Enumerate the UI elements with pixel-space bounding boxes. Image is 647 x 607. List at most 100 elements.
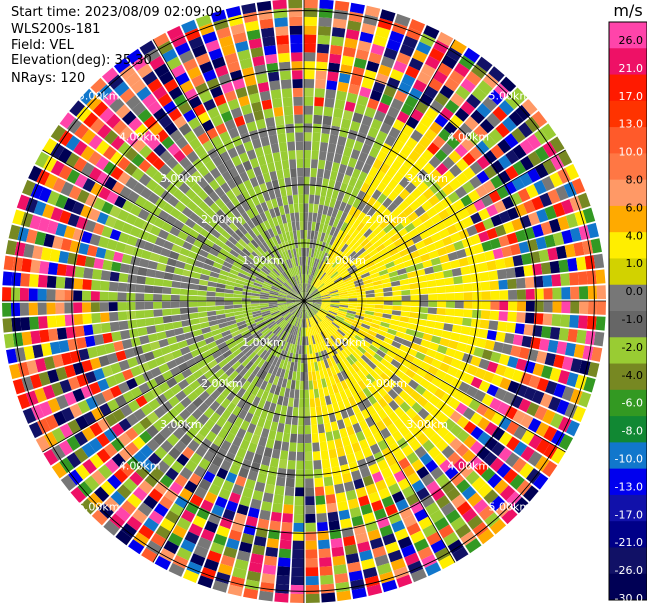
range-gate-cell — [316, 213, 322, 223]
range-gate-cell — [454, 186, 468, 199]
range-gate-cell — [348, 176, 358, 188]
range-gate-cell — [313, 248, 318, 259]
range-gate-cell — [375, 333, 386, 341]
range-gate-cell — [347, 157, 358, 169]
range-gate-cell — [316, 168, 325, 179]
range-gate-cell — [527, 211, 541, 226]
range-gate-cell — [570, 286, 580, 300]
range-gate-cell — [502, 391, 515, 405]
range-gate-cell — [573, 241, 585, 257]
range-gate-cell — [342, 109, 354, 121]
colorbar-unit: m/s — [613, 1, 642, 20]
colorbar-tick-label: -2.0 — [622, 341, 643, 354]
range-gate-cell — [438, 128, 452, 142]
range-gate-cell — [380, 93, 394, 106]
range-gate-cell — [314, 279, 321, 288]
range-gate-cell — [462, 373, 475, 385]
range-gate-cell — [360, 323, 371, 330]
range-gate-cell — [412, 49, 428, 63]
range-gate-cell — [326, 80, 338, 91]
range-gate-cell — [541, 326, 552, 339]
range-gate-cell — [446, 135, 461, 150]
range-gate-cell — [333, 276, 343, 284]
range-gate-cell — [356, 262, 366, 270]
range-gate-cell — [486, 260, 497, 271]
range-gate-cell — [507, 311, 517, 322]
range-gate-cell — [441, 235, 453, 247]
range-gate-cell — [476, 56, 493, 73]
range-gate-cell — [517, 122, 533, 138]
range-gate-cell — [409, 342, 421, 351]
range-gate-cell — [484, 250, 495, 262]
range-gate-cell — [372, 35, 388, 48]
range-gate-cell — [347, 250, 357, 260]
range-gate-cell — [510, 345, 522, 358]
range-gate-cell — [521, 252, 532, 265]
range-gate-cell — [366, 185, 376, 197]
colorbar-tick-label: 21.0 — [619, 62, 644, 75]
range-gate-cell — [501, 196, 515, 210]
range-gate-cell — [328, 256, 336, 265]
colorbar-tick-label: -30.0 — [615, 592, 643, 605]
range-gate-cell — [427, 225, 439, 236]
range-gate-cell — [524, 360, 536, 374]
range-gate-cell — [336, 172, 345, 183]
range-gate-cell — [304, 114, 313, 124]
range-gate-cell — [414, 240, 426, 250]
range-gate-cell — [342, 233, 351, 244]
range-gate-cell — [359, 326, 369, 333]
range-gate-cell — [310, 288, 318, 296]
range-gate-cell — [437, 31, 454, 47]
range-gate-cell — [314, 194, 321, 205]
range-gate-cell — [372, 158, 384, 170]
range-gate-cell — [490, 301, 500, 311]
range-gate-cell — [335, 263, 344, 272]
range-gate-cell — [377, 101, 390, 114]
range-gate-cell — [587, 285, 598, 300]
range-gate-cell — [363, 241, 373, 251]
range-gate-cell — [317, 43, 330, 54]
range-gate-cell — [322, 178, 330, 188]
range-gate-cell — [362, 204, 372, 215]
range-gate-cell — [304, 78, 315, 89]
range-gate-cell — [331, 189, 339, 200]
range-gate-cell — [381, 278, 391, 284]
range-gate-cell — [368, 52, 383, 64]
range-gate-cell — [455, 172, 469, 186]
range-gate-cell — [561, 287, 571, 300]
range-gate-cell — [363, 317, 373, 323]
range-gate-cell — [330, 125, 340, 136]
range-gate-cell — [312, 303, 322, 307]
range-gate-cell — [438, 228, 450, 239]
range-gate-cell — [386, 39, 402, 52]
colorbar-tick-label: -1.0 — [622, 313, 643, 326]
range-gate-cell — [396, 111, 410, 124]
range-gate-cell — [426, 142, 440, 155]
range-gate-cell — [428, 342, 440, 352]
range-gate-cell — [504, 181, 517, 195]
range-gate-cell — [329, 44, 343, 56]
range-gate-cell — [569, 227, 582, 243]
range-gate-cell — [307, 221, 312, 231]
range-gate-cell — [392, 118, 406, 132]
range-gate-cell — [460, 100, 476, 116]
range-gate-cell — [583, 376, 596, 393]
range-gate-cell — [423, 175, 436, 188]
range-gate-cell — [444, 277, 455, 286]
range-gate-cell — [338, 72, 351, 84]
range-gate-cell — [490, 175, 504, 189]
range-gate-cell — [454, 292, 464, 301]
range-gate-cell — [365, 333, 376, 341]
range-gate-cell — [512, 334, 524, 346]
range-gate-cell — [520, 155, 534, 171]
range-gate-cell — [363, 69, 377, 81]
range-gate-cell — [423, 25, 440, 39]
range-gate-cell — [576, 329, 587, 344]
range-gate-cell — [399, 176, 411, 189]
range-gate-cell — [393, 183, 405, 195]
range-gate-cell — [331, 273, 340, 280]
colorbar-tick-label: 8.0 — [626, 174, 644, 187]
range-gate-cell — [308, 212, 313, 222]
range-gate-cell — [304, 298, 313, 301]
range-gate-cell — [375, 243, 386, 253]
